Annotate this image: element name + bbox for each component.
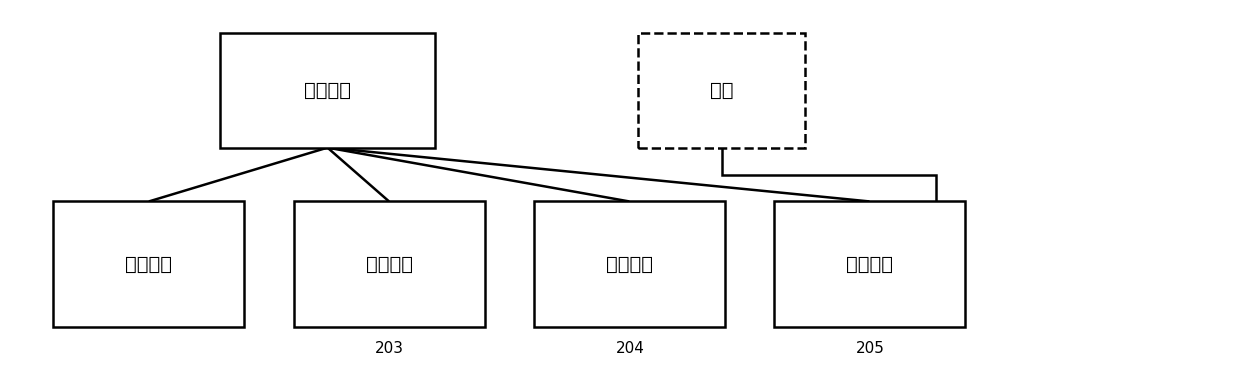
Bar (53, 201, 244, 327)
Text: 监控模块: 监控模块 (125, 255, 172, 274)
Bar (533, 201, 724, 327)
Bar (639, 33, 805, 148)
Text: 用户: 用户 (709, 81, 733, 100)
Text: 203: 203 (376, 341, 404, 356)
Bar (294, 201, 485, 327)
Bar (219, 33, 435, 148)
Text: 显示模块: 显示模块 (846, 255, 893, 274)
Text: 204: 204 (615, 341, 645, 356)
Text: 205: 205 (856, 341, 884, 356)
Text: 配置模块: 配置模块 (304, 81, 351, 100)
Bar (774, 201, 965, 327)
Text: 整理模块: 整理模块 (366, 255, 413, 274)
Text: 提示模块: 提示模块 (605, 255, 652, 274)
